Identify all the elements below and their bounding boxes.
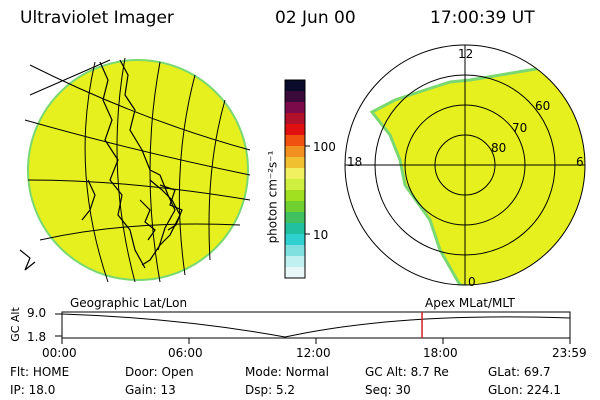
colorbar-segment xyxy=(285,146,305,158)
polar-plot xyxy=(344,44,586,286)
colorbar-segment xyxy=(285,168,305,180)
status-gain: Gain: 13 xyxy=(125,383,176,397)
timeline-xtick-label-4: 23:59 xyxy=(552,346,587,360)
status-glon: GLon: 224.1 xyxy=(488,383,561,397)
polar-label-6: 6 xyxy=(576,155,584,169)
status-flt: Flt: HOME xyxy=(10,365,70,379)
timeline-xtick-label-1: 06:00 xyxy=(168,346,203,360)
auroral-region xyxy=(369,58,585,285)
status-door: Door: Open xyxy=(125,365,194,379)
header-time: 17:00:39 UT xyxy=(430,8,535,28)
timeline-y-label: GC Alt xyxy=(8,307,22,342)
status-seq: Seq: 30 xyxy=(365,383,411,397)
polar-lat-60: 60 xyxy=(535,99,551,113)
globe-image xyxy=(19,57,251,283)
status-mode: Mode: Normal xyxy=(245,365,329,379)
colorbar-segment xyxy=(285,113,305,125)
coastlines xyxy=(19,59,183,271)
header-date: 02 Jun 00 xyxy=(275,8,356,28)
timeline-frame xyxy=(61,311,571,339)
colorbar-segment xyxy=(285,201,305,213)
status-dsp: Dsp: 5.2 xyxy=(245,383,296,397)
colorbar-segment xyxy=(285,157,305,169)
colorbar-segment xyxy=(285,179,305,191)
colorbar-unit-label: photon cm⁻²s⁻¹ xyxy=(265,150,280,244)
colorbar-segment xyxy=(285,80,305,92)
timeline-xtick-label-0: 00:00 xyxy=(42,346,77,360)
timeline-ytick-label-top: 9.0 xyxy=(27,306,47,320)
colorbar-frame xyxy=(284,79,306,279)
colorbar-segment xyxy=(285,267,305,279)
polar-lat-70: 70 xyxy=(512,121,528,135)
colorbar-label-100: 100 xyxy=(313,140,336,154)
polar-lat-80: 80 xyxy=(491,141,507,155)
timeline xyxy=(55,311,571,344)
status-ip: IP: 18.0 xyxy=(10,383,56,397)
colorbar-segment xyxy=(285,102,305,114)
app-title: Ultraviolet Imager xyxy=(20,8,174,28)
timeline-xtick-label-3: 18:00 xyxy=(423,346,458,360)
timeline-x-ticks xyxy=(61,338,571,344)
polar-label-12: 12 xyxy=(458,47,474,61)
timeline-xtick-label-2: 12:00 xyxy=(296,346,331,360)
colorbar-segment xyxy=(285,190,305,202)
colorbar-label-10: 10 xyxy=(313,228,329,242)
polar-label-18: 18 xyxy=(347,155,363,169)
graticule xyxy=(24,57,251,283)
altitude-curve xyxy=(61,313,571,338)
status-glat: GLat: 69.7 xyxy=(488,365,551,379)
colorbar-segment xyxy=(285,212,305,224)
colorbar-segment xyxy=(285,91,305,103)
colorbar xyxy=(285,80,305,279)
colorbar-segment xyxy=(285,245,305,257)
colorbar-segment xyxy=(285,135,305,147)
colorbar-segment xyxy=(285,234,305,246)
timeline-ytick-label-bottom: 1.8 xyxy=(27,330,47,344)
polar-label-0: 0 xyxy=(468,275,476,289)
status-gc-alt: GC Alt: 8.7 Re xyxy=(365,365,449,379)
timeline-left-title: Geographic Lat/Lon xyxy=(70,296,188,310)
colorbar-segment xyxy=(285,124,305,136)
timeline-right-title: Apex MLat/MLT xyxy=(425,296,515,310)
colorbar-segment xyxy=(285,256,305,268)
colorbar-segment xyxy=(285,223,305,235)
